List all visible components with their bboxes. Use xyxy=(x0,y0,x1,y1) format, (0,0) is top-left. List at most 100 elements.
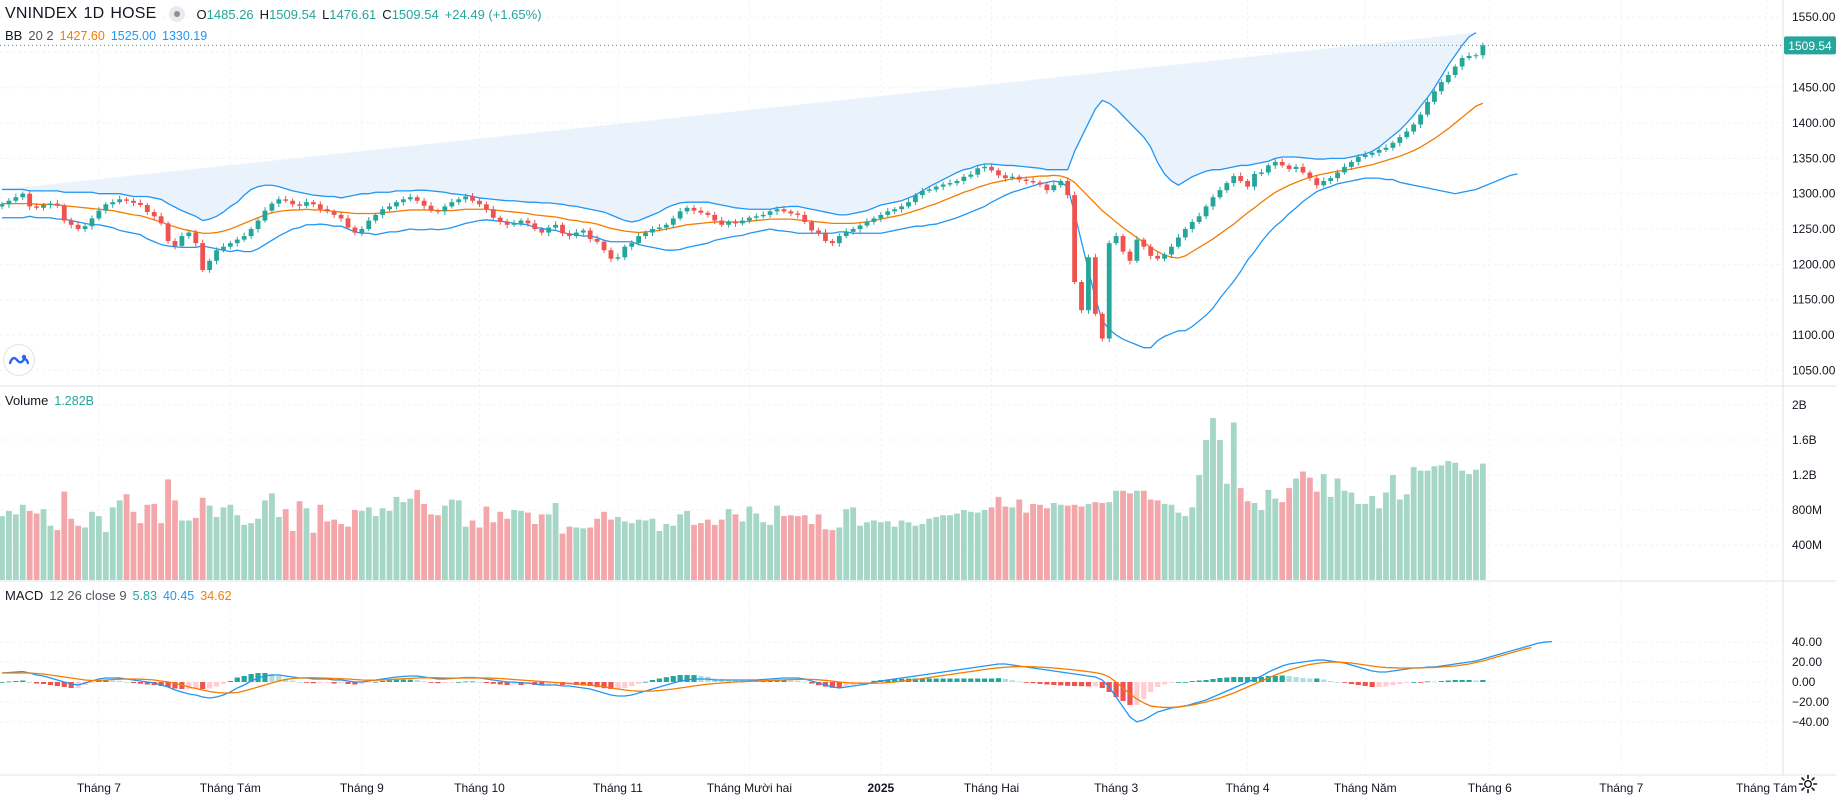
bb-legend[interactable]: BB 20 2 1427.60 1525.00 1330.19 xyxy=(5,28,207,43)
volume-bar xyxy=(352,510,358,580)
volume-bar xyxy=(227,504,234,580)
volume-bar xyxy=(1223,483,1230,580)
macd-histogram-bar xyxy=(1058,682,1064,686)
macd-histogram-bar xyxy=(200,682,206,689)
tradingview-logo-icon[interactable] xyxy=(4,345,34,375)
candle-body xyxy=(193,232,199,244)
candle-body xyxy=(1217,190,1223,198)
macd-histogram-bar xyxy=(103,680,109,682)
volume-bar xyxy=(1396,499,1403,580)
candle-body xyxy=(919,190,925,196)
volume-bar xyxy=(1320,474,1327,580)
macd-histogram-bar xyxy=(1161,682,1168,685)
volume-axis-tick: 1.6B xyxy=(1792,433,1817,447)
candle-body xyxy=(746,217,752,221)
time-axis-tick: Tháng 11 xyxy=(593,781,643,795)
volume-bar xyxy=(421,503,428,580)
volume-bar xyxy=(1196,475,1203,580)
macd-histogram-bar xyxy=(380,681,386,682)
macd-histogram-bar xyxy=(359,682,365,684)
macd-histogram-bar xyxy=(393,679,400,682)
macd-histogram-bar xyxy=(1438,681,1444,682)
volume-bar xyxy=(213,517,220,580)
volume-bar xyxy=(504,518,511,580)
volume-bar xyxy=(199,497,206,580)
volume-legend[interactable]: Volume 1.282B xyxy=(5,393,94,408)
volume-bar xyxy=(1203,440,1209,580)
candle-body xyxy=(1397,137,1403,143)
macd-histogram-bar xyxy=(144,682,150,685)
interval-label[interactable]: 1D xyxy=(83,5,105,22)
macd-legend[interactable]: MACD 12 26 close 9 5.83 40.45 34.62 xyxy=(5,588,232,603)
candle-body xyxy=(760,214,766,217)
volume-bar xyxy=(441,505,448,580)
volume-bar xyxy=(241,524,248,580)
macd-histogram-bar xyxy=(317,682,323,683)
macd-histogram-bar xyxy=(511,682,517,685)
macd-histogram-bar xyxy=(539,682,545,686)
candle-body xyxy=(802,214,808,222)
macd-histogram-bar xyxy=(1286,676,1292,682)
candle-body xyxy=(546,227,552,233)
volume-bar xyxy=(317,504,324,580)
macd-histogram-bar xyxy=(449,682,455,683)
price-axis-tick: 1350.00 xyxy=(1792,151,1836,165)
volume-bar xyxy=(68,518,75,580)
volume-bar xyxy=(0,516,5,580)
symbol-name[interactable]: VNINDEX xyxy=(5,5,78,22)
macd-histogram-bar xyxy=(213,682,220,687)
macd-histogram-bar xyxy=(331,682,337,684)
macd-histogram-bar xyxy=(1348,682,1354,684)
macd-histogram-bar xyxy=(1341,682,1348,683)
macd-histogram-bar xyxy=(885,679,891,682)
candle-body xyxy=(283,199,289,201)
last-price-badge xyxy=(1784,36,1836,55)
settings-gear-icon[interactable] xyxy=(1798,774,1818,794)
macd-histogram-bar xyxy=(1113,682,1119,697)
volume-bar xyxy=(137,523,144,580)
volume-bar xyxy=(960,510,967,580)
candle-body xyxy=(449,202,455,207)
macd-histogram-bar xyxy=(442,682,448,683)
candle-body xyxy=(1314,178,1320,186)
candle-body xyxy=(1072,195,1077,282)
macd-histogram-bar xyxy=(1272,676,1278,682)
candle-body xyxy=(1321,180,1327,186)
macd-histogram-bar xyxy=(186,682,192,689)
macd-histogram-bar xyxy=(1065,682,1071,686)
candle-body xyxy=(726,221,731,225)
candle-body xyxy=(179,236,185,246)
macd-histogram-bar xyxy=(414,680,420,682)
candle-body xyxy=(1390,142,1396,148)
volume-bar xyxy=(1341,490,1348,580)
candle-body xyxy=(836,236,842,244)
volume-bar xyxy=(587,527,594,580)
candle-body xyxy=(144,205,150,213)
volume-bar xyxy=(435,515,441,580)
candle-body xyxy=(359,229,365,233)
candle-body xyxy=(1252,173,1257,187)
candle-body xyxy=(1259,172,1264,174)
price-axis-tick: 1300.00 xyxy=(1792,187,1836,201)
volume-bar xyxy=(767,524,774,580)
candle-body xyxy=(75,224,81,230)
volume-axis-tick: 2B xyxy=(1792,398,1807,412)
volume-bar xyxy=(871,520,877,580)
macd-histogram-bar xyxy=(912,678,919,682)
macd-histogram-bar xyxy=(829,682,835,688)
volume-bar xyxy=(26,510,33,580)
candle-body xyxy=(414,197,420,201)
price-axis-tick: 1400.00 xyxy=(1792,116,1836,130)
macd-histogram-bar xyxy=(476,682,483,683)
candle-body xyxy=(255,220,261,230)
open-value: 1485.26 xyxy=(206,6,254,22)
macd-histogram-bar xyxy=(1072,682,1078,686)
candle-body xyxy=(1134,239,1140,261)
macd-histogram-bar xyxy=(843,682,849,687)
candle-body xyxy=(27,193,33,207)
candle-body xyxy=(138,202,143,206)
visibility-eye-icon[interactable] xyxy=(168,6,185,22)
volume-bar xyxy=(372,516,379,580)
volume-bar xyxy=(1099,503,1106,580)
